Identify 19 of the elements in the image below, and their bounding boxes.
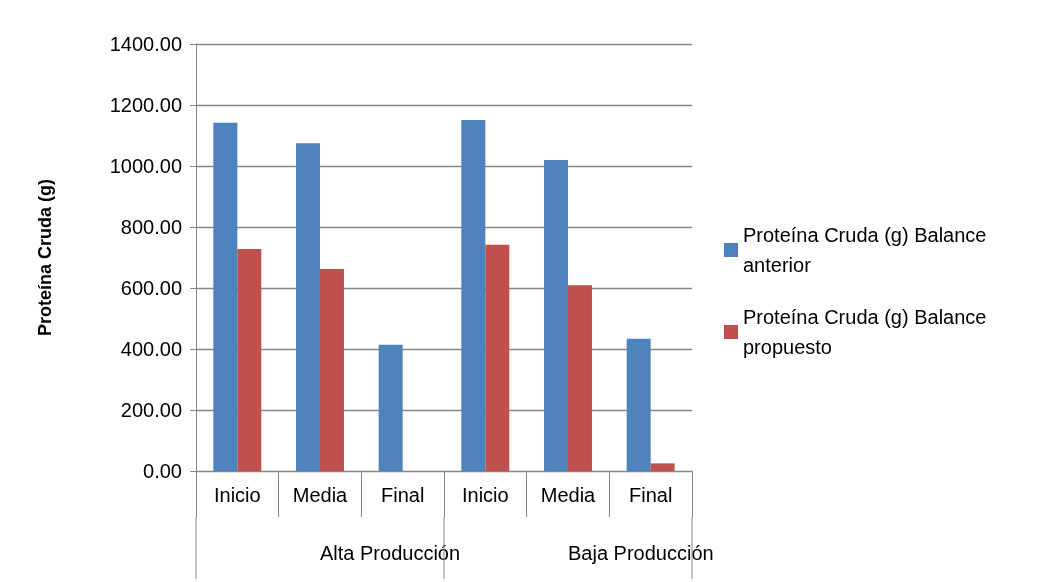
text: Baja Producción [567, 542, 714, 564]
x-tick-label: Final [628, 484, 673, 506]
x-tick-label: Final [380, 484, 425, 506]
legend-label: Proteína Cruda (g) Balance anterior [743, 224, 993, 276]
text: Alta Producción [320, 542, 461, 564]
y-tick-label: 800.00 [120, 216, 182, 238]
x-tick-label: Media [540, 484, 597, 506]
x-tick-label: Inicio [461, 484, 509, 506]
x-tick-label: Inicio [213, 484, 261, 506]
y-tick-label: 600.00 [120, 277, 182, 299]
x-tick-label: Media [292, 484, 349, 506]
y-tick-label: 0.00 [143, 460, 182, 482]
y-tick-label: 1200.00 [109, 94, 182, 116]
y-tick-label: 200.00 [120, 399, 182, 421]
y-tick-label: 1400.00 [109, 33, 182, 55]
y-axis-title: Proteína Cruda (g) [35, 178, 55, 337]
legend-label: Proteína Cruda (g) Balance propuesto [743, 306, 993, 358]
y-tick-label: 400.00 [120, 338, 182, 360]
y-tick-label: 1000.00 [109, 155, 182, 177]
